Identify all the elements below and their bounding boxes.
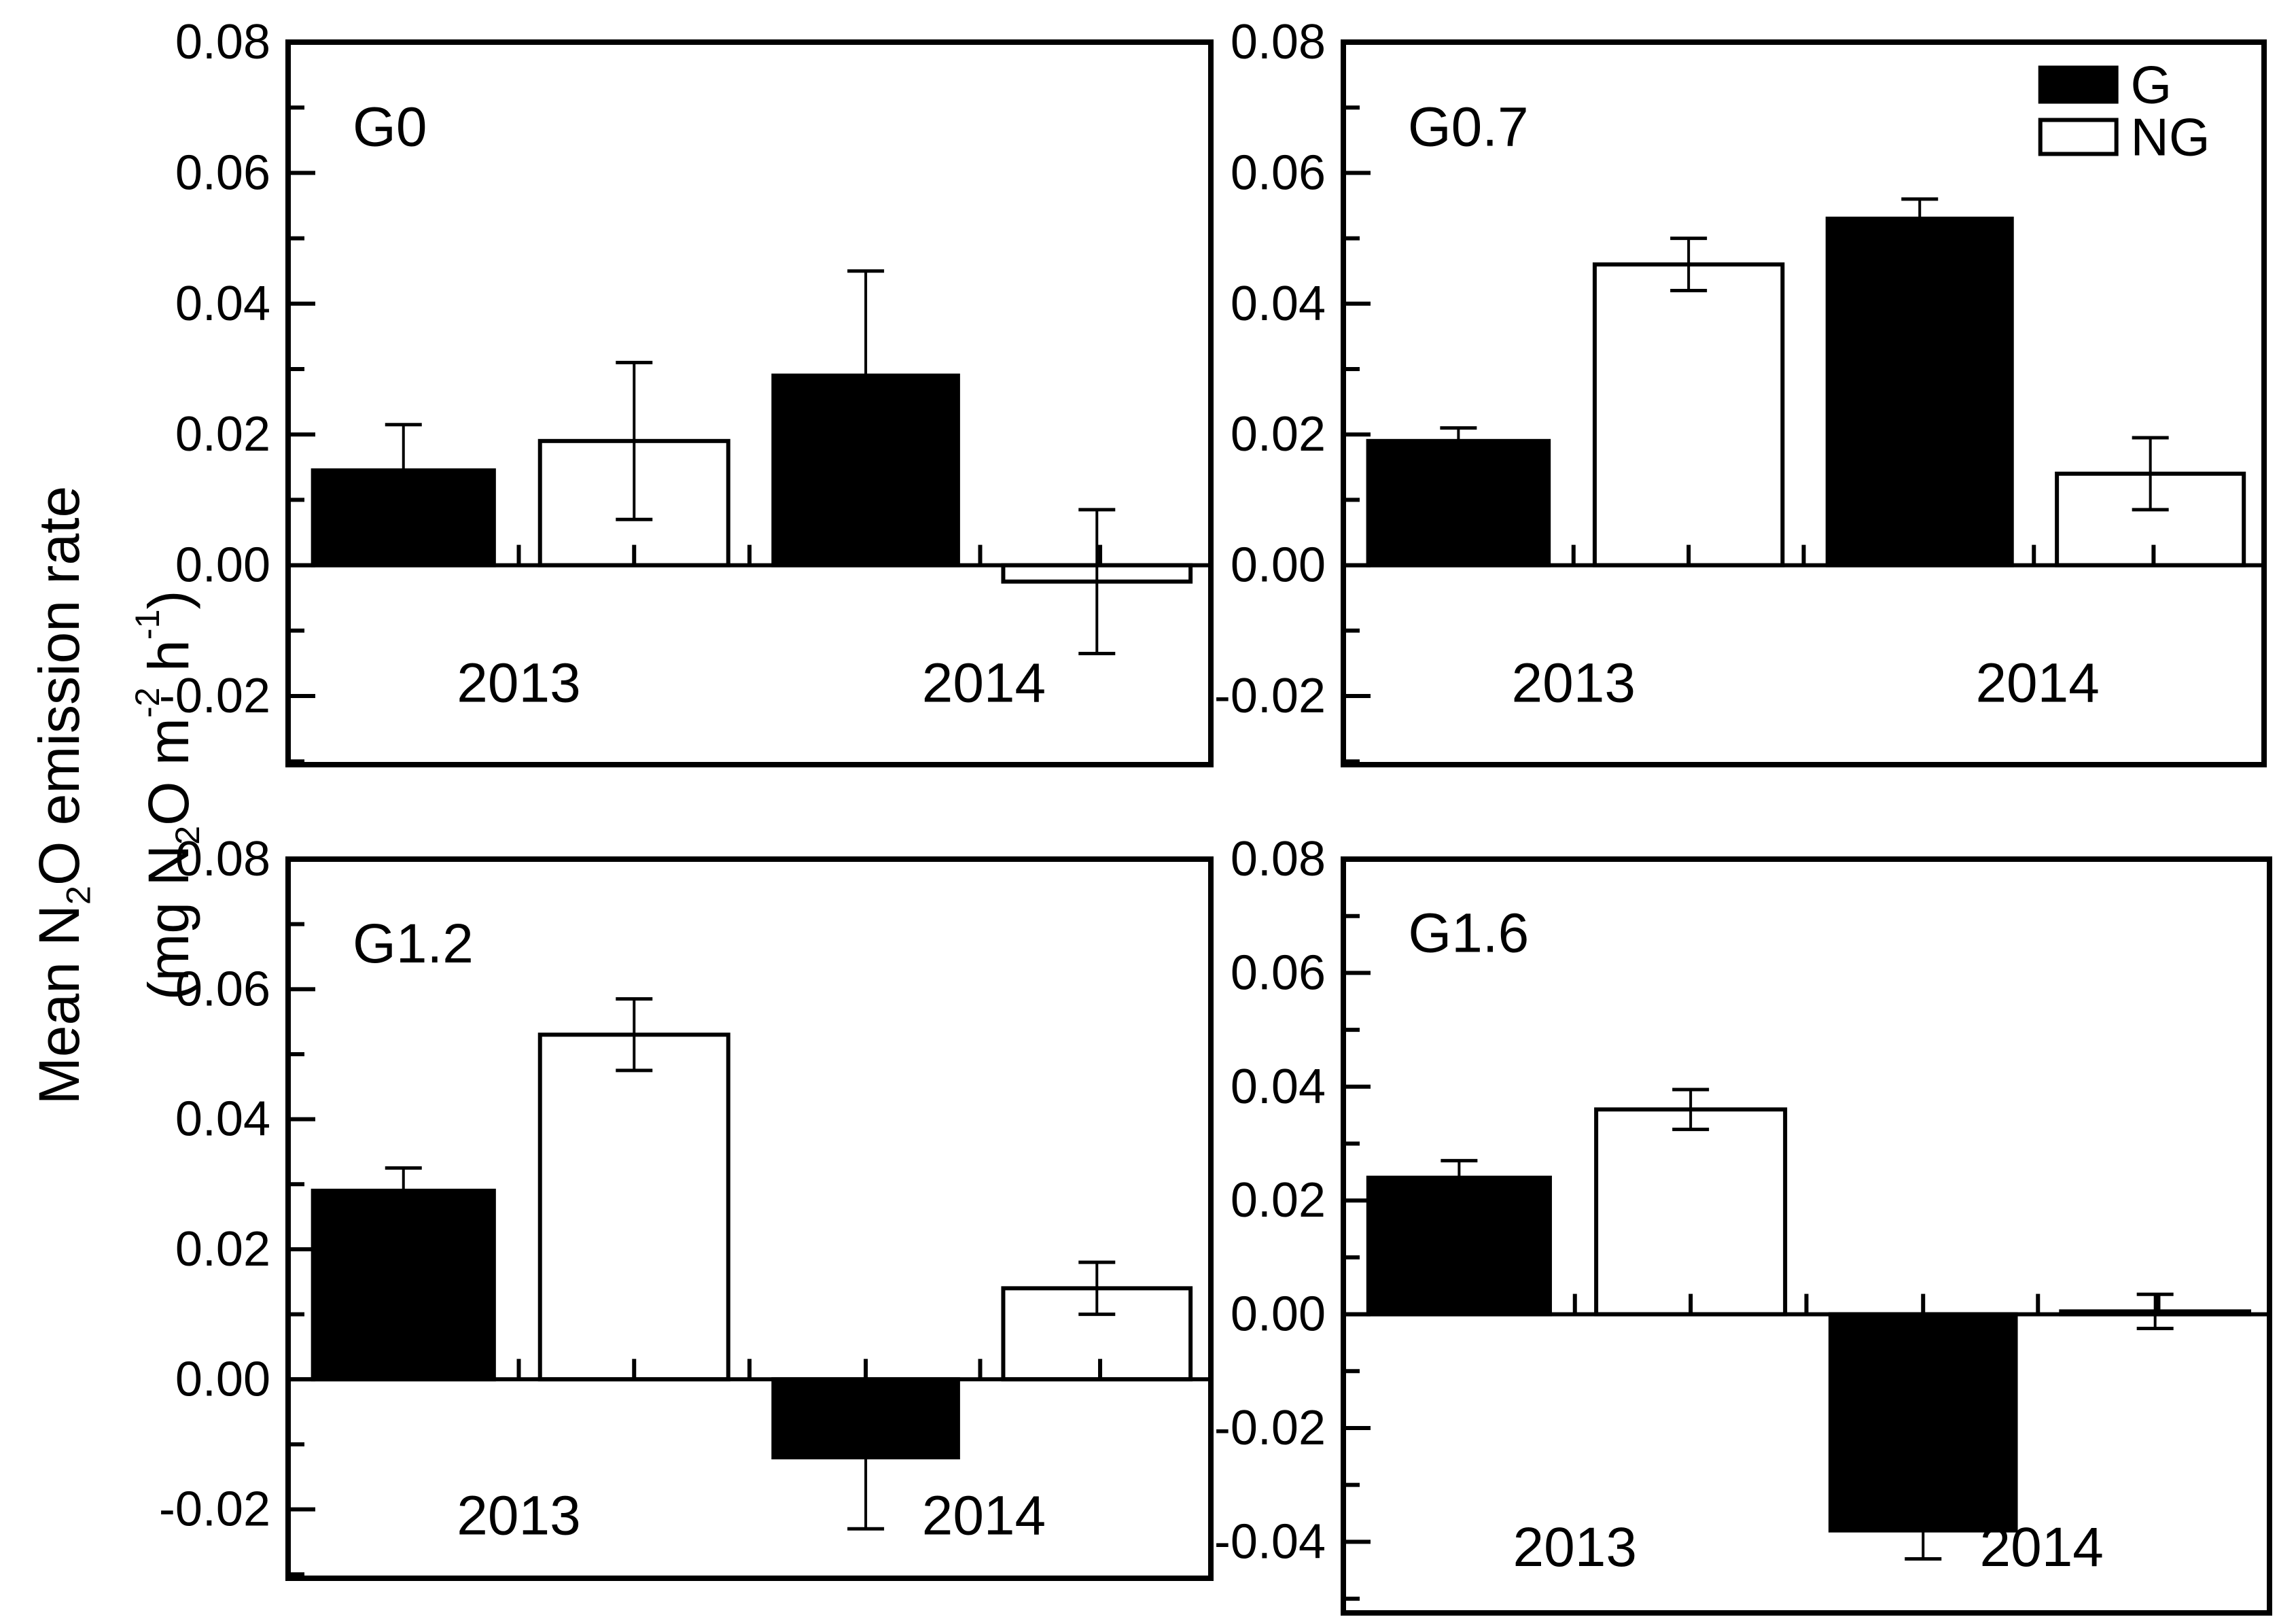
y-tick-label: 0.08 (1231, 15, 1326, 69)
y-tick-label: 0.02 (1231, 1173, 1326, 1228)
errorbar-G0.7-2014-NG (2132, 436, 2169, 512)
bar-G0.7-2014-G (1825, 216, 2014, 568)
x-category-label-2013: 2013 (1513, 1516, 1637, 1578)
bar-G1.6-2013-G (1366, 1175, 1552, 1317)
errorbar-G0-2013-G (385, 423, 422, 518)
x-category-label-2014: 2014 (922, 1485, 1046, 1547)
panel-label-G0.7: G0.7 (1408, 97, 1529, 158)
legend-label-NG: NG (2131, 107, 2210, 167)
y-tick-label: 0.02 (175, 1222, 270, 1276)
legend: GNG (2038, 55, 2210, 167)
errorbar-G1.2-2014-NG (1078, 1260, 1116, 1317)
y-tick-label: -0.02 (1214, 669, 1326, 723)
bar-G1.6-2013-NG (1594, 1107, 1788, 1317)
y-tick-label: 0.00 (1231, 538, 1326, 593)
panel-G0: 0.08 0.06 0.04 0.02 0.00 -0.02 2013 2014 G0 (159, 15, 1214, 767)
y-tick-label: 0.08 (1231, 832, 1326, 886)
y-tick-label: -0.02 (1214, 1401, 1326, 1455)
errorbar-G0-2014-G (847, 269, 885, 483)
errorbar-G0.7-2014-G (1901, 197, 1939, 241)
panel-G1.2: 0.08 0.06 0.04 0.02 0.00 -0.02 2013 2014 G1.2 (159, 832, 1214, 1581)
x-category-label-2013: 2013 (1512, 652, 1636, 714)
errorbar-G1.6-2014-NG (2136, 1292, 2174, 1331)
y-tick-label: 0.00 (175, 538, 270, 593)
panel-label-G1.2: G1.2 (353, 913, 474, 975)
errorbar-G1.2-2013-NG (616, 997, 653, 1073)
x-category-label-2014: 2014 (1975, 652, 2099, 714)
y-tick-label: 0.04 (175, 1092, 270, 1147)
y-tick-label: 0.04 (175, 277, 270, 331)
bar-G0.7-2013-NG (1592, 262, 1785, 568)
y-tick-label: 0.06 (175, 145, 270, 200)
x-category-label-2013: 2013 (457, 652, 580, 714)
y-tick-label: 0.08 (175, 15, 270, 69)
y-tick-label: 0.06 (1231, 145, 1326, 200)
y-tick-label: 0.04 (1231, 1060, 1326, 1114)
errorbar-G0-2013-NG (616, 360, 653, 521)
panel-frame (285, 856, 1214, 1581)
errorbar-G1.6-2013-G (1441, 1159, 1478, 1197)
errorbar-G0.7-2013-G (1440, 426, 1477, 456)
y-tick-label: 0.00 (1231, 1287, 1326, 1342)
y-tick-label: 0.08 (175, 832, 270, 886)
errorbar-G0-2014-NG (1078, 508, 1116, 655)
y-tick-label: -0.02 (159, 669, 270, 723)
y-tick-label: 0.02 (1231, 407, 1326, 462)
legend-swatch-NG (2038, 118, 2119, 156)
errorbar-G1.6-2013-NG (1672, 1088, 1710, 1132)
panel-frame (1341, 856, 2272, 1616)
panel-frame (285, 39, 1214, 767)
x-category-label-2014: 2014 (1979, 1516, 2103, 1578)
bar-G1.2-2013-G (311, 1188, 496, 1382)
errorbar-G1.2-2013-G (385, 1166, 422, 1215)
bar-G1.6-2014-G (1828, 1312, 2018, 1533)
panel-G1.6: 0.08 0.06 0.04 0.02 0.00 -0.02 -0.04 2013 2014 G1… (1214, 832, 2272, 1616)
y-tick-label: -0.02 (159, 1482, 270, 1537)
panel-label-G0: G0 (353, 97, 427, 158)
y-tick-label: 0.00 (175, 1352, 270, 1406)
panel-label-G1.6: G1.6 (1408, 902, 1529, 964)
errorbar-G0.7-2013-NG (1670, 237, 1708, 293)
y-tick-label: 0.02 (175, 407, 270, 462)
bar-G0.7-2013-G (1366, 438, 1551, 568)
x-category-label-2013: 2013 (457, 1485, 580, 1547)
y-tick-label: -0.04 (1214, 1514, 1326, 1569)
errorbar-G1.6-2014-G (1905, 1500, 1942, 1561)
panel-frame (1341, 39, 2267, 767)
panel-G0.7: 0.08 0.06 0.04 0.02 0.00 -0.02 2013 2014 G0.7 GNG (1214, 15, 2267, 767)
legend-swatch-G (2038, 65, 2119, 104)
x-category-label-2014: 2014 (922, 652, 1046, 714)
y-tick-label: 0.04 (1231, 277, 1326, 331)
errorbar-G1.2-2014-G (847, 1384, 885, 1531)
y-tick-label: 0.06 (175, 962, 270, 1016)
bar-G1.2-2013-NG (537, 1032, 730, 1382)
y-tick-label: 0.06 (1231, 945, 1326, 1000)
legend-label-G: G (2131, 55, 2172, 115)
